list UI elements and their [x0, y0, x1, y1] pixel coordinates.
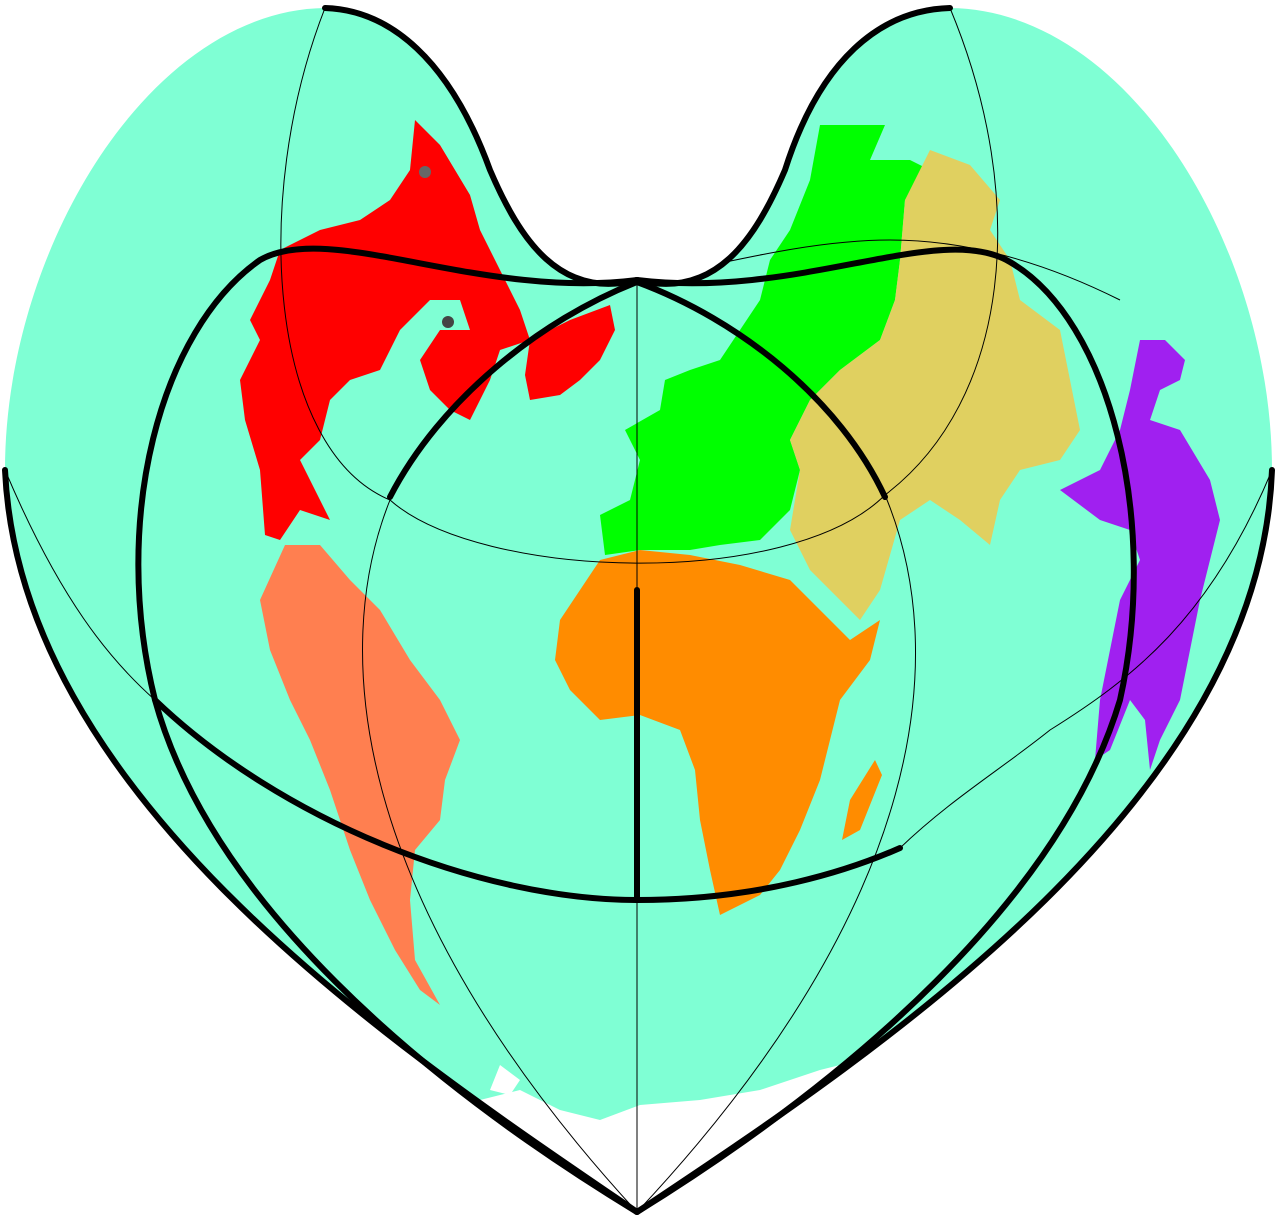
north-america	[240, 120, 530, 540]
south-america	[260, 545, 460, 1005]
outline-top-right	[634, 5, 953, 287]
antarctica	[470, 1040, 930, 1212]
madagascar	[842, 760, 882, 840]
meridian	[884, 8, 999, 496]
parallel	[899, 469, 1272, 849]
polar-arc	[387, 279, 888, 500]
parallel	[389, 494, 886, 564]
meridian	[280, 8, 391, 501]
marker	[442, 316, 454, 328]
asia	[790, 150, 1080, 620]
greenland	[525, 305, 615, 400]
land	[240, 120, 1220, 1212]
inner-boundary	[634, 246, 1137, 1215]
meridian	[636, 494, 916, 1212]
oceania	[1060, 340, 1220, 770]
antarctic-peninsula	[490, 1065, 520, 1095]
inner-boundary	[135, 245, 640, 1215]
outline-top-left	[322, 5, 640, 287]
equator	[152, 697, 903, 903]
eurasia-west	[600, 125, 930, 555]
interrupts	[2, 5, 1275, 1215]
parallel	[5, 469, 156, 701]
marker	[419, 166, 431, 178]
outline-left	[2, 467, 640, 1215]
meridian	[362, 499, 638, 1212]
